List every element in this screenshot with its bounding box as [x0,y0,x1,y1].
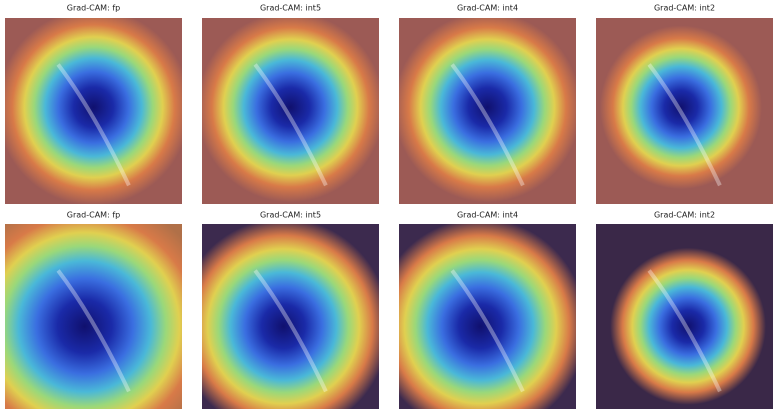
page: Grad-CAM: fp Grad-CAM: int5 Grad-CAM: int4… [0,0,774,409]
panel-title: Grad-CAM: int2 [654,211,715,220]
panel-title: Grad-CAM: fp [67,211,120,220]
heatmap-image [5,224,182,409]
panel-title: Grad-CAM: int4 [457,4,518,13]
heatmap-image [399,224,576,409]
heatmap-image [596,18,773,204]
heatmap-image [399,18,576,204]
heatmap-image [596,224,773,409]
panel-title: Grad-CAM: int5 [260,4,321,13]
heatmap-image [5,18,182,204]
panel-title: Grad-CAM: int5 [260,211,321,220]
panel-title: Grad-CAM: int4 [457,211,518,220]
panel-title: Grad-CAM: int2 [654,4,715,13]
figure: Grad-CAM: fp Grad-CAM: int5 Grad-CAM: int4… [0,0,774,409]
heatmap-image [202,18,379,204]
panel-title: Grad-CAM: fp [67,4,120,13]
heatmap-image [202,224,379,409]
